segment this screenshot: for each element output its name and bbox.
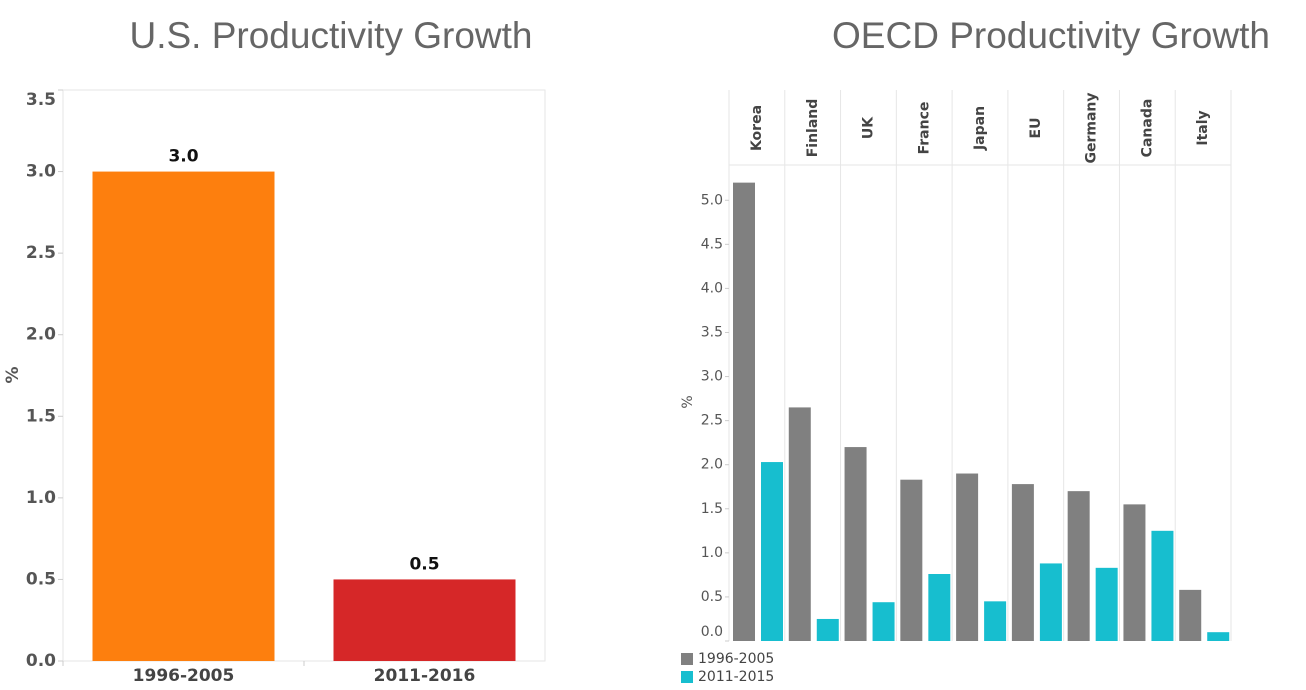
- bar: [1011, 484, 1034, 641]
- bar: [1067, 491, 1090, 641]
- column-header: UK: [861, 116, 877, 139]
- x-tick-label: 2011-2016: [374, 666, 476, 686]
- bar: [844, 447, 867, 641]
- y-tick-label: 3.5: [26, 90, 56, 110]
- y-tick-label: 3.5: [701, 324, 723, 340]
- value-label: 3.0: [168, 147, 198, 167]
- bar: [1151, 530, 1174, 641]
- y-tick-label: 3.0: [701, 369, 723, 385]
- column-header: France: [916, 102, 932, 155]
- y-tick-label: 3.0: [26, 162, 56, 182]
- bar: [1179, 589, 1202, 641]
- y-axis-label: %: [680, 395, 696, 408]
- y-tick-label: 0.0: [701, 624, 723, 640]
- bar: [761, 462, 783, 641]
- y-tick-label: 2.5: [26, 243, 56, 263]
- column-header: Canada: [1139, 99, 1155, 158]
- legend-label: 1996-2005: [698, 651, 774, 667]
- y-tick-label: 4.5: [701, 236, 723, 252]
- y-tick-label: 1.0: [701, 545, 723, 561]
- bar: [1123, 504, 1146, 641]
- column-header: Finland: [805, 99, 821, 158]
- bar: [956, 473, 979, 641]
- x-tick-label: 1996-2005: [133, 666, 235, 686]
- y-tick-label: 0.5: [701, 589, 723, 605]
- bar: [900, 479, 923, 641]
- column-header: Germany: [1084, 92, 1100, 163]
- legend-label: 2011-2015: [698, 669, 774, 685]
- y-tick-label: 0.0: [26, 651, 56, 671]
- legend-swatch: [681, 671, 693, 683]
- y-tick-label: 1.0: [26, 488, 56, 508]
- bar: [788, 407, 811, 641]
- value-label: 0.5: [409, 554, 439, 574]
- chart-title: U.S. Productivity Growth: [129, 15, 532, 56]
- y-axis-label: %: [3, 366, 23, 383]
- chart-title: OECD Productivity Growth: [832, 15, 1270, 56]
- bar: [333, 579, 516, 661]
- column-header: Korea: [749, 105, 765, 151]
- y-tick-label: 1.5: [26, 406, 56, 426]
- legend-swatch: [681, 653, 693, 665]
- y-tick-label: 5.0: [701, 192, 723, 208]
- bar: [733, 182, 755, 641]
- column-header: Italy: [1195, 110, 1211, 145]
- bar: [872, 602, 895, 641]
- y-tick-label: 4.0: [701, 280, 723, 296]
- bar: [1095, 567, 1118, 641]
- y-tick-label: 0.5: [26, 569, 56, 589]
- bar: [1207, 632, 1230, 641]
- bar: [928, 574, 951, 641]
- bar: [1039, 563, 1062, 641]
- bar: [92, 171, 275, 662]
- bar: [984, 601, 1007, 641]
- column-header: Japan: [972, 106, 988, 151]
- y-tick-label: 2.5: [701, 413, 723, 429]
- y-tick-label: 1.5: [701, 501, 723, 517]
- column-header: EU: [1028, 118, 1044, 139]
- y-tick-label: 2.0: [26, 325, 56, 345]
- bar: [816, 618, 839, 641]
- y-tick-label: 2.0: [701, 457, 723, 473]
